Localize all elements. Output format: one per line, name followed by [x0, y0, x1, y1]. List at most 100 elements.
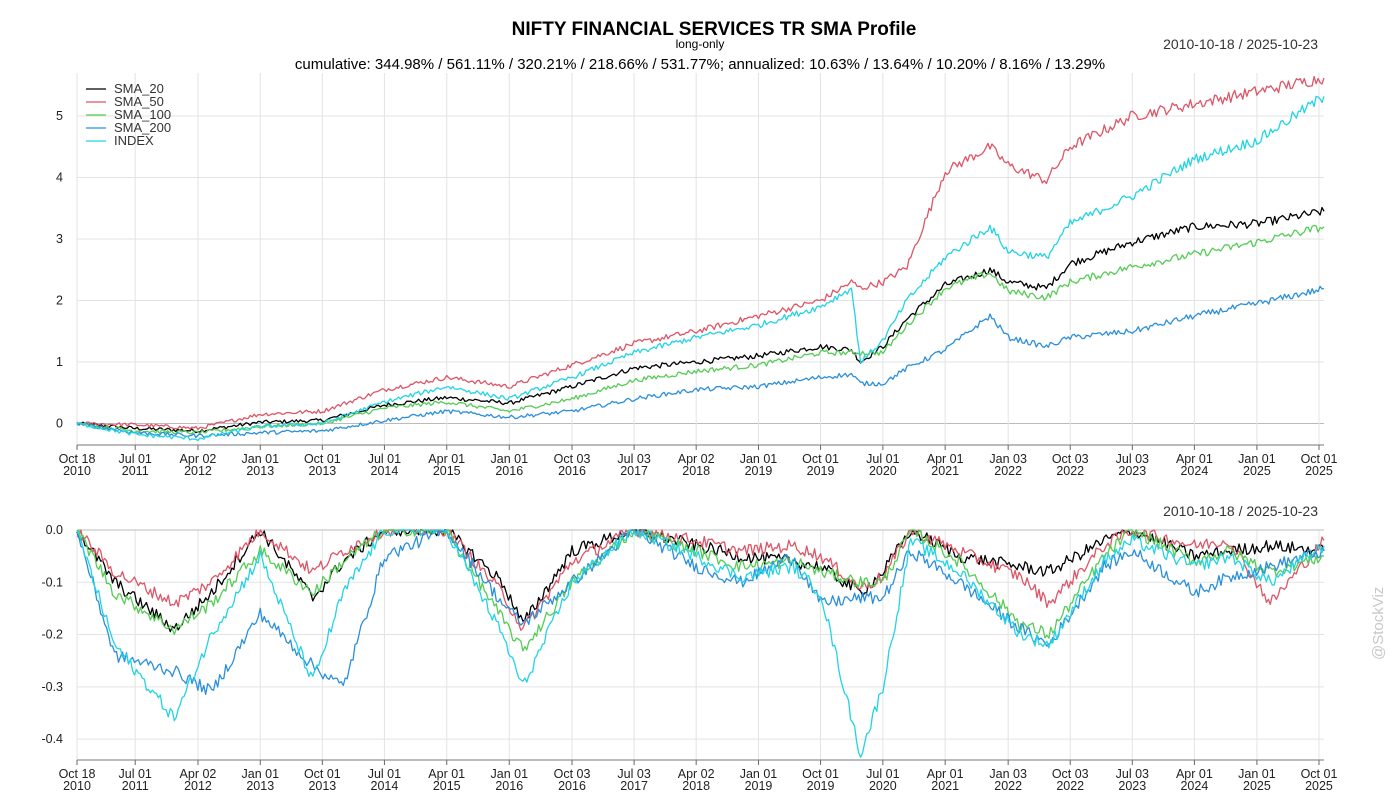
x-tick-year-label: 2025 [1305, 464, 1333, 478]
x-tick-label: Apr 01 [927, 452, 964, 466]
chart-title: NIFTY FINANCIAL SERVICES TR SMA Profile [512, 19, 917, 40]
x-tick-year-label: 2025 [1243, 464, 1271, 478]
x-tick-label: Oct 03 [1052, 767, 1089, 781]
x-tick-label: Oct 18 [59, 767, 96, 781]
x-tick-year-label: 2015 [433, 779, 461, 793]
x-tick-year-label: 2016 [558, 779, 586, 793]
x-tick-year-label: 2019 [745, 779, 773, 793]
legend-label: SMA_200 [114, 120, 171, 135]
series-line-sma-100 [76, 529, 1325, 652]
x-tick-label: Oct 01 [1301, 452, 1338, 466]
x-tick-year-label: 2024 [1180, 464, 1208, 478]
x-tick-label: Jan 01 [242, 452, 280, 466]
x-tick-year-label: 2013 [246, 779, 274, 793]
x-tick-year-label: 2023 [1118, 779, 1146, 793]
x-tick-year-label: 2011 [122, 779, 149, 793]
x-tick-year-label: 2013 [308, 779, 336, 793]
x-tick-year-label: 2016 [495, 464, 523, 478]
x-tick-year-label: 2016 [495, 779, 523, 793]
x-tick-year-label: 2022 [1056, 464, 1084, 478]
x-tick-label: Jul 01 [866, 452, 899, 466]
x-tick-year-label: 2010 [63, 779, 91, 793]
x-tick-year-label: 2022 [994, 464, 1022, 478]
x-tick-label: Jul 01 [866, 767, 899, 781]
x-tick-label: Apr 02 [180, 767, 217, 781]
x-tick-label: Apr 02 [678, 767, 715, 781]
x-tick-label: Jan 03 [989, 767, 1027, 781]
series-line-sma-20 [76, 206, 1325, 434]
x-tick-year-label: 2014 [371, 779, 399, 793]
x-tick-label: Jul 01 [368, 767, 401, 781]
x-tick-label: Oct 01 [304, 767, 341, 781]
x-tick-year-label: 2019 [807, 779, 835, 793]
y-tick-label: 3 [56, 232, 63, 246]
x-tick-label: Jan 01 [1238, 452, 1276, 466]
x-tick-label: Jul 03 [617, 452, 650, 466]
x-tick-label: Jan 01 [242, 767, 280, 781]
x-tick-label: Apr 01 [1176, 452, 1213, 466]
y-tick-label: 4 [56, 171, 63, 185]
x-tick-year-label: 2010 [63, 464, 91, 478]
x-tick-year-label: 2020 [869, 779, 897, 793]
x-tick-year-label: 2013 [308, 464, 336, 478]
y-tick-label: 1 [56, 355, 63, 369]
x-tick-label: Oct 18 [59, 452, 96, 466]
x-tick-label: Jan 01 [491, 767, 529, 781]
x-tick-year-label: 2016 [558, 464, 586, 478]
series-line-sma-50 [76, 75, 1325, 431]
x-tick-year-label: 2017 [620, 464, 648, 478]
x-tick-label: Apr 02 [678, 452, 715, 466]
watermark: @StockViz [1370, 587, 1387, 660]
x-tick-year-label: 2019 [745, 464, 773, 478]
legend-label: SMA_20 [114, 81, 164, 96]
y-tick-label: 0 [56, 416, 63, 430]
performance-stats-line: cumulative: 344.98% / 561.11% / 320.21% … [295, 56, 1105, 73]
series-line-sma-200 [76, 285, 1325, 439]
x-tick-label: Oct 01 [1301, 767, 1338, 781]
x-tick-label: Oct 03 [554, 767, 591, 781]
x-tick-label: Oct 03 [554, 452, 591, 466]
x-tick-label: Jul 01 [119, 452, 152, 466]
x-tick-year-label: 2022 [1056, 779, 1084, 793]
x-tick-label: Apr 01 [927, 767, 964, 781]
y-tick-label: -0.3 [41, 680, 63, 694]
x-tick-year-label: 2022 [994, 779, 1022, 793]
x-tick-label: Oct 01 [802, 452, 839, 466]
x-tick-year-label: 2020 [869, 464, 897, 478]
x-tick-year-label: 2014 [371, 464, 399, 478]
series-line-sma-20 [76, 529, 1325, 633]
x-tick-label: Apr 01 [428, 452, 465, 466]
x-tick-year-label: 2021 [931, 464, 959, 478]
legend-label: SMA_50 [114, 94, 164, 109]
series-line-sma-200 [76, 529, 1325, 695]
x-tick-label: Apr 01 [428, 767, 465, 781]
series-line-index [76, 95, 1325, 442]
bottom-date-range: 2010-10-18 / 2025-10-23 [1163, 503, 1318, 519]
x-tick-year-label: 2021 [931, 779, 959, 793]
x-tick-year-label: 2024 [1180, 779, 1208, 793]
series-line-sma-50 [76, 529, 1325, 631]
x-tick-label: Apr 01 [1176, 767, 1213, 781]
x-tick-label: Oct 01 [802, 767, 839, 781]
series-line-index [76, 529, 1325, 758]
x-tick-label: Jan 01 [740, 767, 778, 781]
x-tick-year-label: 2025 [1243, 779, 1271, 793]
x-tick-year-label: 2011 [122, 464, 149, 478]
x-tick-label: Jul 03 [1116, 767, 1149, 781]
y-tick-label: -0.1 [41, 575, 63, 589]
x-tick-label: Jan 01 [740, 452, 778, 466]
x-tick-year-label: 2018 [682, 779, 710, 793]
y-tick-label: -0.4 [41, 732, 63, 746]
y-tick-label: 2 [56, 294, 63, 308]
x-tick-year-label: 2017 [620, 779, 648, 793]
y-tick-label: 0.0 [46, 523, 63, 537]
x-tick-year-label: 2019 [807, 464, 835, 478]
x-tick-year-label: 2015 [433, 464, 461, 478]
x-tick-label: Oct 03 [1052, 452, 1089, 466]
x-tick-label: Jul 03 [617, 767, 650, 781]
x-tick-year-label: 2025 [1305, 779, 1333, 793]
